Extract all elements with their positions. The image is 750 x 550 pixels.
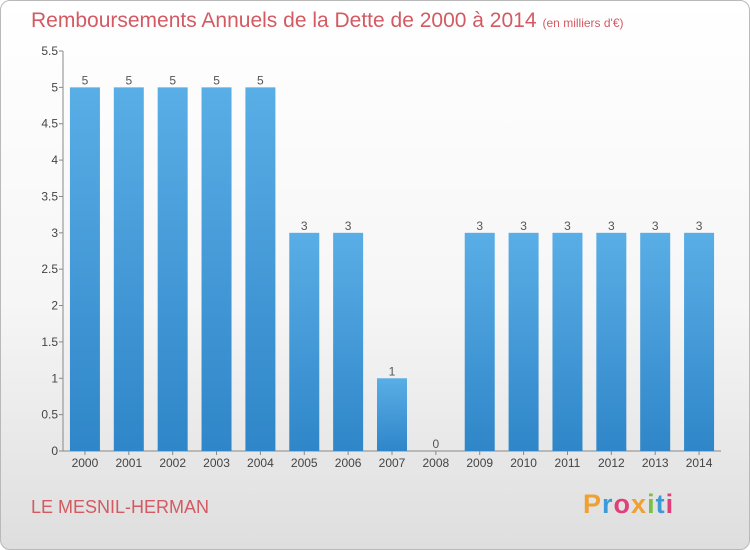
bar (113, 87, 144, 451)
x-tick-label: 2006 (335, 456, 362, 470)
data-label: 5 (169, 73, 176, 87)
commune-name: LE MESNIL-HERMAN (31, 497, 210, 517)
bar (245, 87, 276, 451)
bar (508, 232, 539, 451)
logo-letter: o (613, 489, 632, 519)
logo-letter: r (602, 489, 614, 519)
bar (552, 232, 583, 451)
logo-letter: t (655, 489, 666, 519)
data-label: 3 (564, 219, 571, 233)
bar (201, 87, 232, 451)
data-label: 5 (82, 73, 89, 87)
data-label: 3 (345, 219, 352, 233)
bar (640, 232, 671, 451)
x-tick-label: 2002 (159, 456, 186, 470)
bar (684, 232, 715, 451)
x-tick-label: 2007 (379, 456, 406, 470)
y-tick-label: 2.5 (41, 262, 58, 276)
x-tick-label: 2005 (291, 456, 318, 470)
y-tick-label: 1 (51, 371, 58, 385)
data-label: 3 (520, 219, 527, 233)
y-tick-label: 3.5 (41, 189, 58, 203)
data-label: 5 (257, 73, 264, 87)
x-tick-label: 2009 (466, 456, 493, 470)
data-label: 3 (696, 219, 703, 233)
title-text: Remboursements Annuels de la Dette de 20… (31, 9, 537, 32)
y-tick-label: 1.5 (41, 335, 58, 349)
proxiti-logo: Proxiti (583, 489, 674, 520)
x-tick-label: 2000 (72, 456, 99, 470)
data-label: 1 (389, 364, 396, 378)
bar (289, 232, 320, 451)
y-tick-label: 3 (51, 226, 58, 240)
logo-letter: P (583, 489, 603, 519)
y-tick-label: 0.5 (41, 408, 58, 422)
bar (596, 232, 627, 451)
x-tick-label: 2013 (642, 456, 669, 470)
x-tick-label: 2014 (686, 456, 713, 470)
x-tick-label: 2012 (598, 456, 625, 470)
x-tick-label: 2008 (423, 456, 450, 470)
x-tick-label: 2011 (555, 456, 581, 470)
y-tick-label: 0 (51, 444, 58, 458)
chart-title: Remboursements Annuels de la Dette de 20… (31, 9, 624, 33)
y-tick-label: 2 (51, 299, 58, 313)
y-tick-label: 5 (51, 80, 58, 94)
x-tick-label: 2001 (115, 456, 142, 470)
x-tick-label: 2004 (247, 456, 274, 470)
y-tick-label: 4.5 (41, 117, 58, 131)
data-label: 3 (476, 219, 483, 233)
data-label: 3 (608, 219, 615, 233)
x-tick-label: 2003 (203, 456, 230, 470)
title-unit: (en milliers d'€) (542, 16, 624, 30)
y-tick-label: 5.5 (41, 44, 58, 58)
logo-letter: x (631, 489, 648, 519)
bar (69, 87, 100, 451)
data-label: 5 (213, 73, 220, 87)
data-label: 3 (652, 219, 659, 233)
logo-letter: i (665, 489, 675, 519)
bar (333, 232, 364, 451)
data-label: 0 (433, 437, 440, 451)
logo-letter: i (647, 489, 656, 519)
bar (377, 378, 407, 451)
bar (464, 232, 495, 451)
x-tick-label: 2010 (510, 456, 537, 470)
y-tick-label: 4 (51, 153, 58, 167)
data-label: 3 (301, 219, 308, 233)
bar (157, 87, 188, 451)
data-label: 5 (125, 73, 132, 87)
